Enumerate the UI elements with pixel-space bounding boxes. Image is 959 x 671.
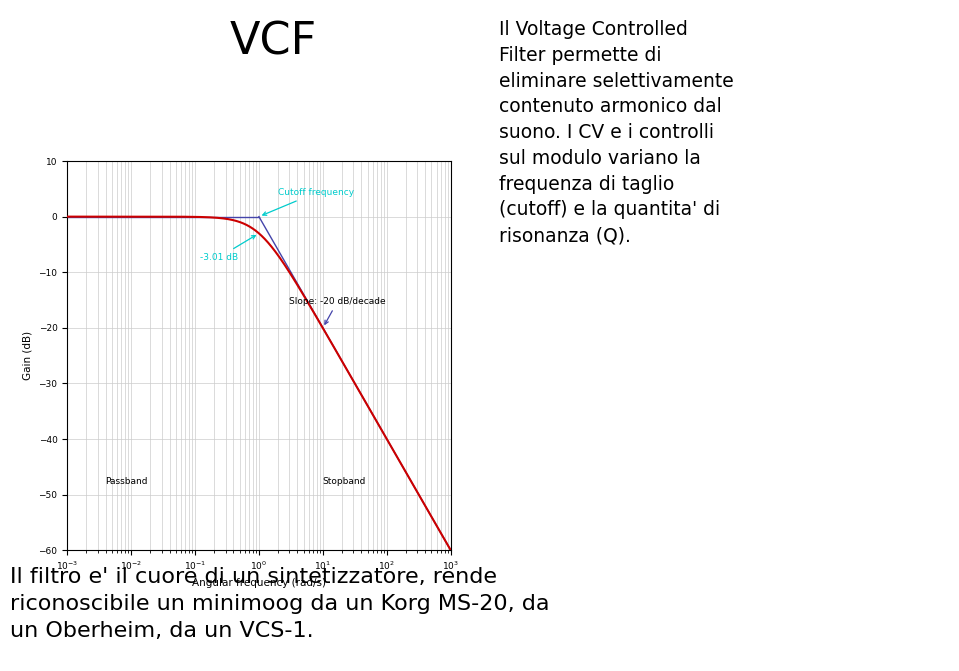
Text: Stopband: Stopband <box>323 476 366 486</box>
Text: Il filtro e' il cuore di un sintetizzatore, rende
riconoscibile un minimoog da u: Il filtro e' il cuore di un sintetizzato… <box>10 567 550 641</box>
Text: VCF: VCF <box>230 20 316 63</box>
Text: Cutoff frequency: Cutoff frequency <box>263 188 354 215</box>
Text: Il Voltage Controlled
Filter permette di
eliminare selettivamente
contenuto armo: Il Voltage Controlled Filter permette di… <box>499 20 734 245</box>
Y-axis label: Gain (dB): Gain (dB) <box>23 331 33 380</box>
Text: Passband: Passband <box>105 476 148 486</box>
Text: Slope: -20 dB/decade: Slope: -20 dB/decade <box>290 297 386 324</box>
X-axis label: Angular frequency (rad/s): Angular frequency (rad/s) <box>192 578 326 588</box>
Text: -3.01 dB: -3.01 dB <box>200 236 255 262</box>
